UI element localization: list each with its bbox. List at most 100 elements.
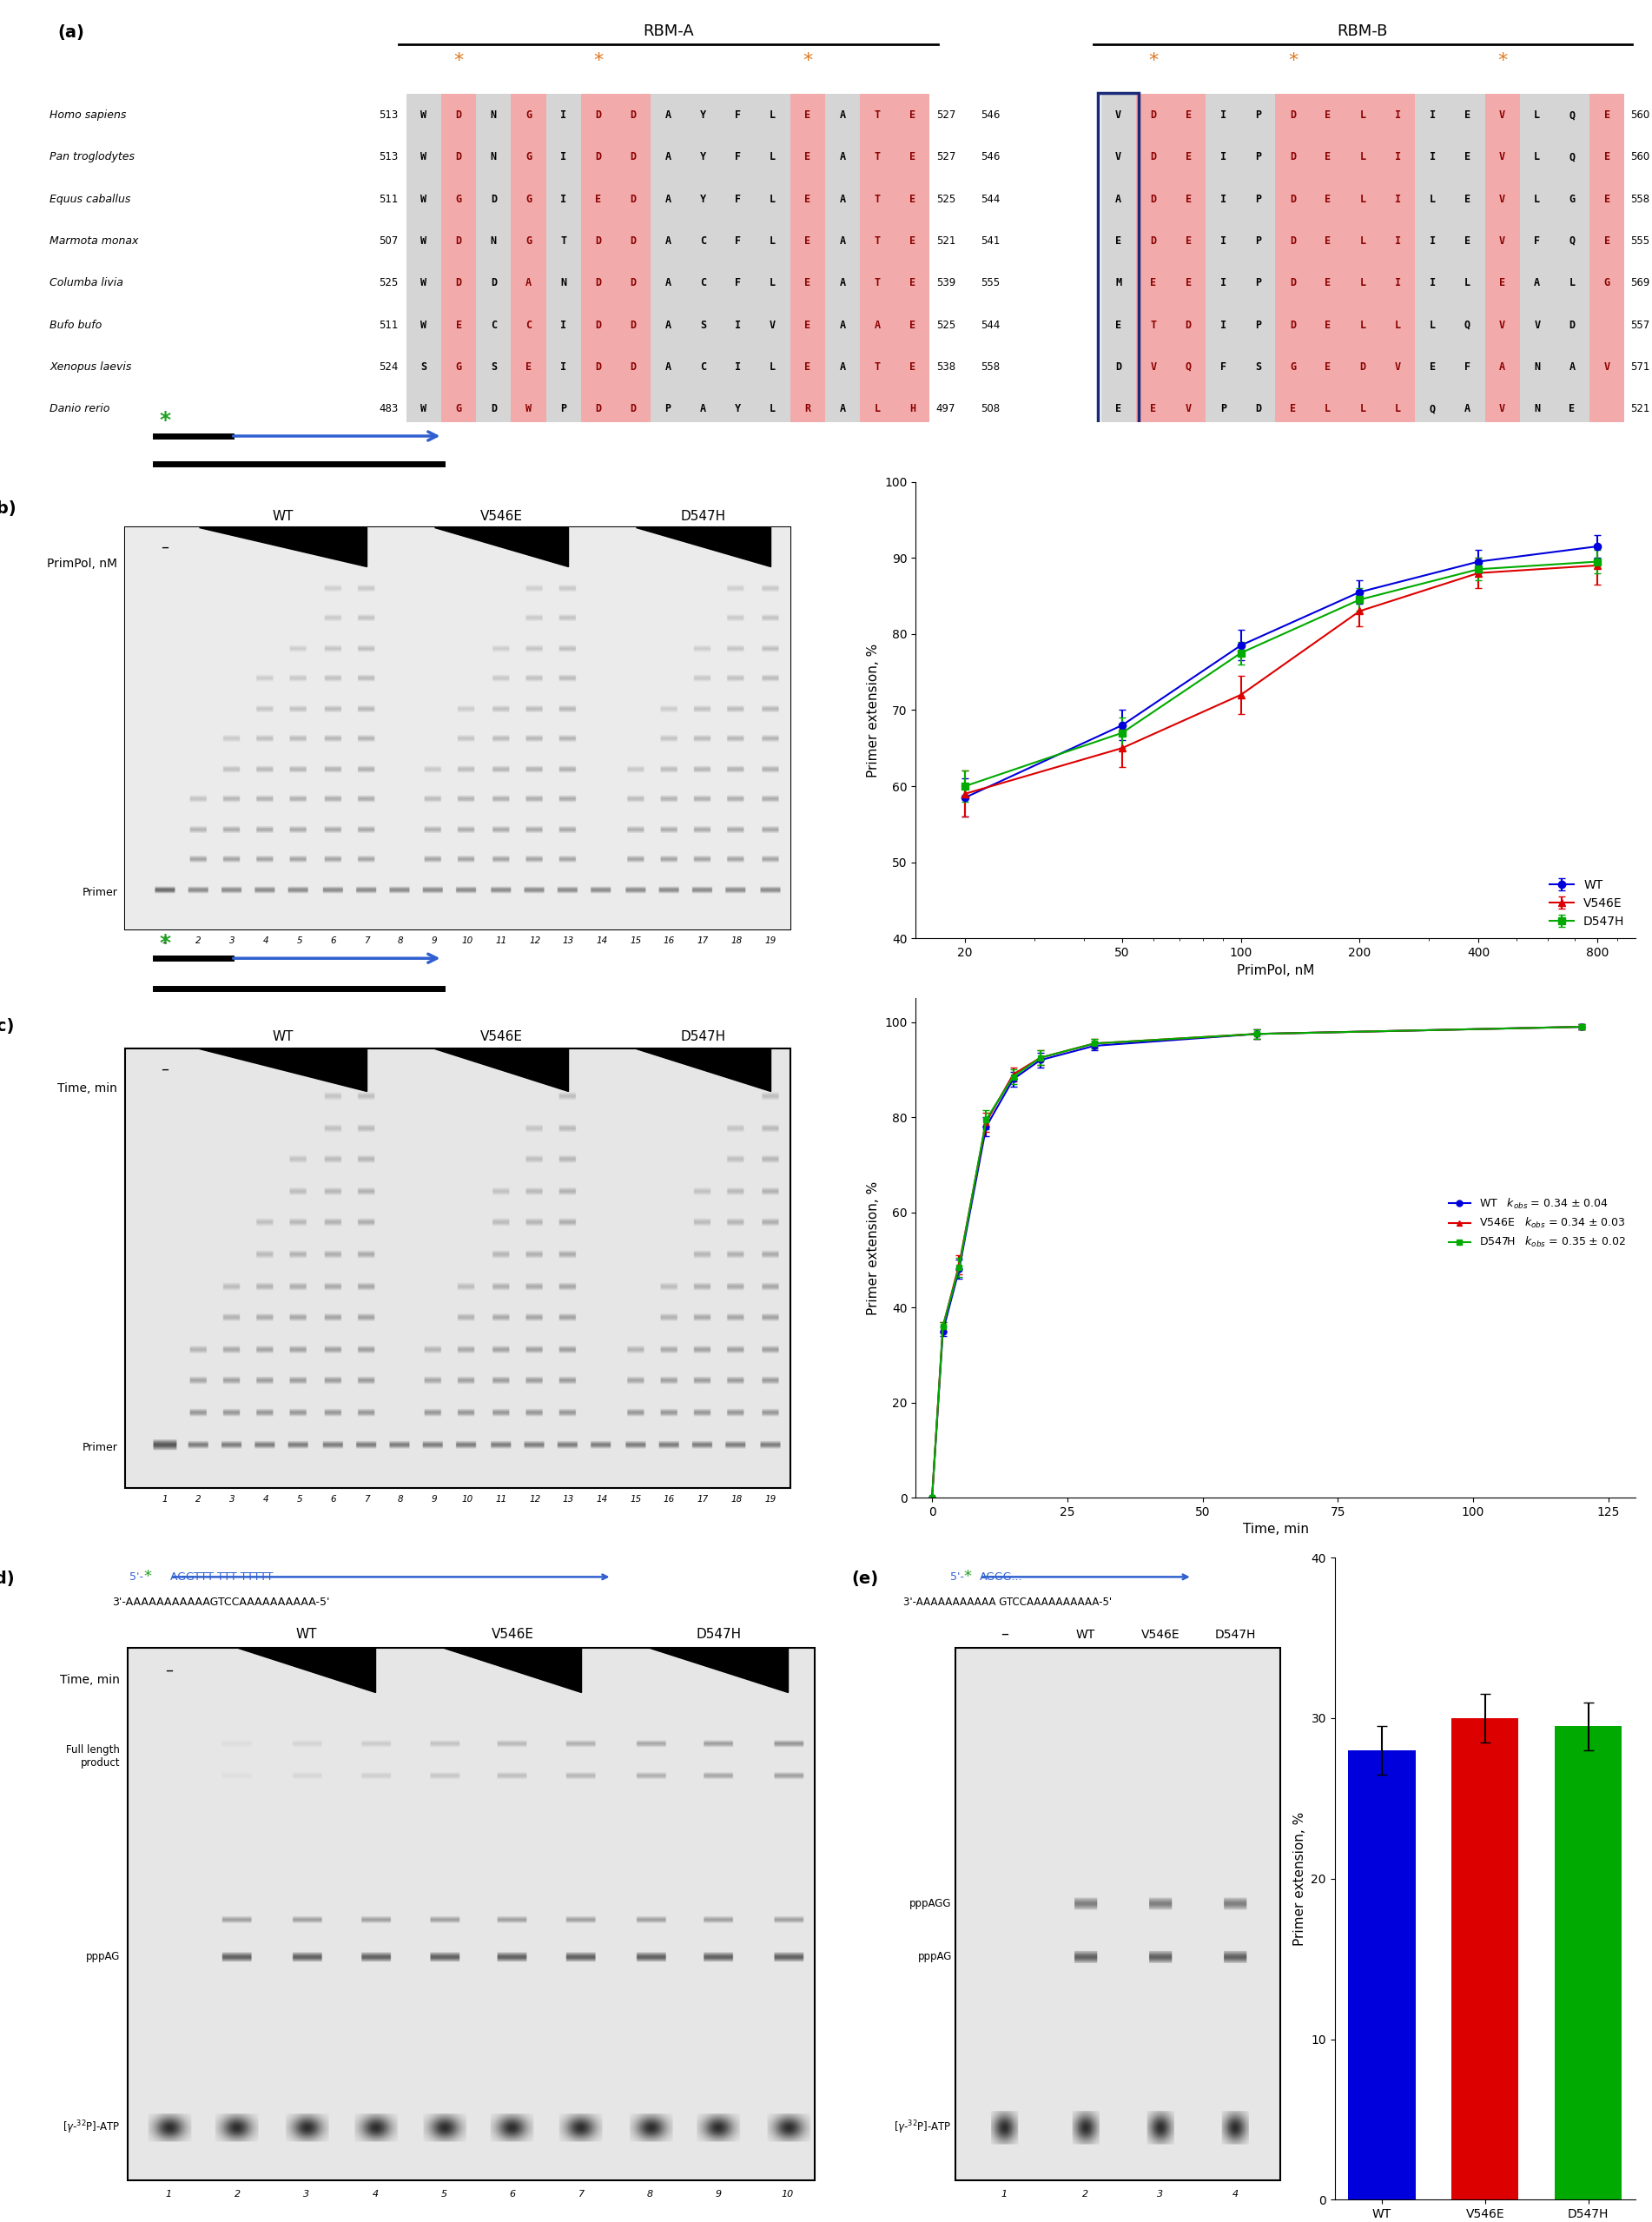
Bar [895,220,930,262]
Text: A: A [839,151,846,162]
Text: A: A [839,362,846,373]
Text: Time, min: Time, min [59,1673,121,1686]
Text: D: D [456,278,463,289]
Text: E: E [909,151,915,162]
Bar [861,93,895,136]
Text: W: W [421,278,426,289]
Bar [1275,262,1310,304]
Text: P: P [1256,109,1260,120]
Text: F: F [735,151,742,162]
Bar [790,304,824,347]
Text: I: I [1221,109,1226,120]
Text: 10: 10 [781,2191,793,2200]
Text: E: E [1150,278,1156,289]
Text: T: T [1150,320,1156,331]
Bar [1310,93,1345,136]
Bar [1100,220,1624,262]
Text: E: E [1464,109,1470,120]
Text: N: N [1535,362,1540,373]
Bar [1171,93,1206,136]
Bar [861,347,895,389]
Text: L: L [1360,109,1366,120]
Bar [1137,136,1171,178]
Text: I: I [1221,320,1226,331]
Text: S: S [421,362,426,373]
Text: L: L [770,362,776,373]
Text: 6: 6 [330,1495,335,1504]
Bar [1379,304,1416,347]
Text: 525: 525 [937,320,955,331]
Text: E: E [805,109,811,120]
Text: W: W [421,151,426,162]
Text: 3: 3 [1158,2191,1163,2200]
Legend: WT, V546E, D547H: WT, V546E, D547H [1545,873,1629,933]
Text: 557: 557 [1631,320,1650,331]
Text: L: L [770,151,776,162]
Text: V546E: V546E [1142,1629,1180,1642]
Text: G: G [525,236,532,247]
Text: D: D [1290,151,1297,162]
Text: I: I [1221,193,1226,204]
Bar [1137,93,1171,136]
Text: Q: Q [1429,402,1436,416]
Text: G: G [456,193,463,204]
Text: D: D [629,402,636,416]
Text: 5: 5 [297,1495,302,1504]
Bar [406,347,930,389]
Text: L: L [1360,193,1366,204]
Text: D547H: D547H [695,1629,742,1642]
Text: S: S [1256,362,1260,373]
X-axis label: Time, min: Time, min [1242,1522,1308,1535]
Text: 521: 521 [1631,402,1650,416]
Bar [790,136,824,178]
Text: D: D [629,362,636,373]
Text: Full length
product: Full length product [66,1744,121,1769]
Text: RBM-A: RBM-A [643,24,694,40]
Text: P: P [1256,193,1260,204]
Text: 1: 1 [162,935,169,944]
Bar [1589,347,1624,389]
Text: 4: 4 [263,1495,269,1504]
Text: 3: 3 [230,1495,235,1504]
Bar [861,304,895,347]
Text: 12: 12 [529,935,540,944]
Bar [1137,220,1171,262]
Bar [582,220,616,262]
Bar [1345,262,1379,304]
Bar [582,136,616,178]
Text: D: D [595,109,601,120]
Text: 10: 10 [463,1495,474,1504]
Text: *: * [159,409,170,431]
Bar [895,304,930,347]
Text: W: W [421,320,426,331]
Text: Y: Y [700,193,705,204]
Text: E: E [525,362,532,373]
Bar [895,178,930,220]
Text: 10: 10 [463,935,474,944]
Text: 525: 525 [380,278,398,289]
Text: 6: 6 [330,935,335,944]
Text: A: A [839,193,846,204]
Text: F: F [735,109,742,120]
Text: 1: 1 [165,2191,172,2200]
Text: E: E [1604,236,1611,247]
Bar [616,389,651,429]
Text: A: A [1535,278,1540,289]
Text: I: I [1394,109,1401,120]
Text: V: V [1498,109,1505,120]
Text: 4: 4 [1232,2191,1239,2200]
Text: 544: 544 [981,320,999,331]
Polygon shape [198,1049,367,1091]
Bar [1589,136,1624,178]
Text: A: A [666,320,671,331]
Text: 11: 11 [496,1495,507,1504]
Text: T: T [874,151,881,162]
Bar [1379,178,1416,220]
Bar [616,304,651,347]
Bar [582,347,616,389]
Text: V546E: V546E [481,1031,522,1042]
Y-axis label: Primer extension, %: Primer extension, % [867,642,879,778]
Text: 5: 5 [297,935,302,944]
Text: V: V [1394,362,1401,373]
Bar [1137,304,1171,347]
